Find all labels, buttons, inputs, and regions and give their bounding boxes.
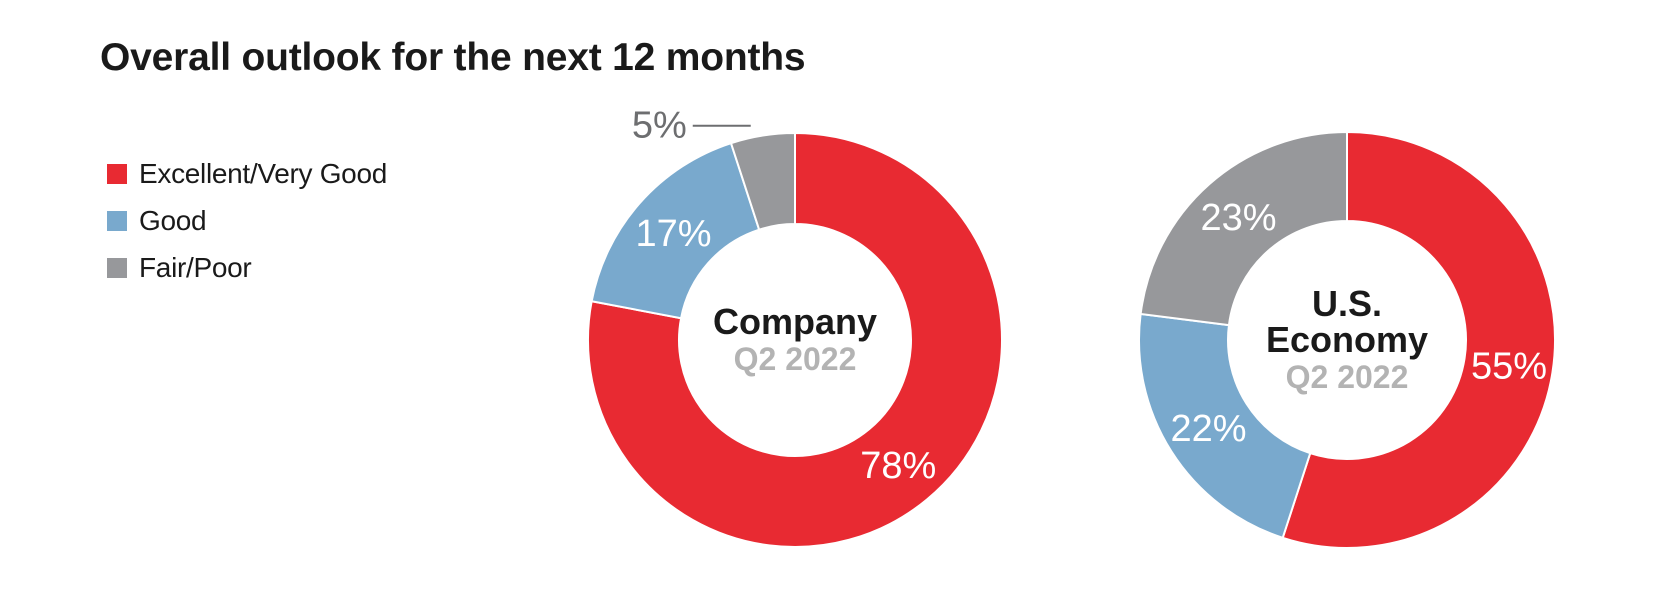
slice-company-fair-poor xyxy=(729,131,796,231)
slice-label-company-good: 17% xyxy=(635,213,711,255)
legend-item-good: Good xyxy=(107,197,387,244)
slice-label-u-s-economy-good: 22% xyxy=(1170,408,1246,450)
slice-label-u-s-economy-fair-poor: 23% xyxy=(1201,197,1277,239)
center-subtitle-u-s-economy: Q2 2022 xyxy=(1286,359,1409,395)
legend-item-excellent: Excellent/Very Good xyxy=(107,150,387,197)
chart-title: Overall outlook for the next 12 months xyxy=(100,36,806,79)
slice-label-company-fair-poor: 5% xyxy=(632,105,687,147)
center-title-u-s-economy-line-1: U.S. xyxy=(1312,283,1382,324)
legend-swatch-excellent xyxy=(107,163,127,184)
center-title-company: Company xyxy=(713,301,877,342)
legend-swatch-good xyxy=(107,210,127,231)
center-title-u-s-economy-line-2: Economy xyxy=(1266,319,1428,360)
slice-u-s-economy-good xyxy=(1138,312,1312,540)
slice-label-u-s-economy-excellent: 55% xyxy=(1471,346,1547,388)
legend-item-fair-poor: Fair/Poor xyxy=(107,244,387,291)
legend-swatch-fair-poor xyxy=(107,257,127,278)
slice-company-excellent xyxy=(587,131,1003,548)
legend-label-good: Good xyxy=(139,204,207,236)
center-subtitle-company: Q2 2022 xyxy=(734,341,857,377)
slice-label-company-excellent: 78% xyxy=(860,445,936,487)
slice-company-good xyxy=(590,141,761,320)
slice-u-s-economy-fair-poor xyxy=(1139,130,1348,327)
legend-label-fair-poor: Fair/Poor xyxy=(139,251,252,283)
legend: Excellent/Very Good Good Fair/Poor xyxy=(107,150,387,291)
slice-u-s-economy-excellent xyxy=(1281,130,1556,549)
legend-label-excellent: Excellent/Very Good xyxy=(139,157,387,189)
